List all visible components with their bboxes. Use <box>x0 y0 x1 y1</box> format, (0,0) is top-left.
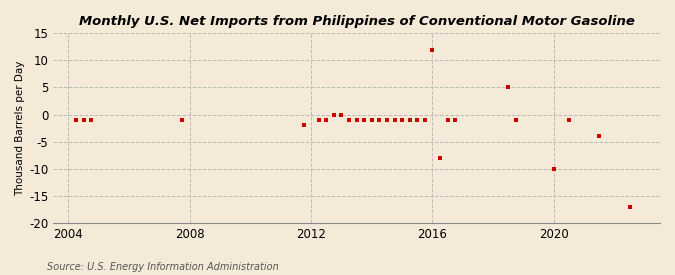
Point <box>374 118 385 122</box>
Point <box>594 134 605 138</box>
Point <box>548 167 559 171</box>
Point <box>503 85 514 90</box>
Point <box>412 118 423 122</box>
Point <box>298 123 309 128</box>
Point <box>71 118 82 122</box>
Point <box>359 118 370 122</box>
Point <box>419 118 430 122</box>
Point <box>351 118 362 122</box>
Point <box>435 156 446 160</box>
Point <box>329 112 340 117</box>
Point <box>78 118 89 122</box>
Point <box>389 118 400 122</box>
Point <box>397 118 408 122</box>
Point <box>450 118 460 122</box>
Point <box>177 118 188 122</box>
Point <box>624 204 635 209</box>
Point <box>86 118 97 122</box>
Point <box>427 47 438 52</box>
Point <box>381 118 392 122</box>
Title: Monthly U.S. Net Imports from Philippines of Conventional Motor Gasoline: Monthly U.S. Net Imports from Philippine… <box>79 15 634 28</box>
Point <box>344 118 354 122</box>
Text: Source: U.S. Energy Information Administration: Source: U.S. Energy Information Administ… <box>47 262 279 272</box>
Point <box>321 118 331 122</box>
Y-axis label: Thousand Barrels per Day: Thousand Barrels per Day <box>15 60 25 196</box>
Point <box>367 118 377 122</box>
Point <box>336 112 347 117</box>
Point <box>442 118 453 122</box>
Point <box>404 118 415 122</box>
Point <box>564 118 574 122</box>
Point <box>510 118 521 122</box>
Point <box>313 118 324 122</box>
